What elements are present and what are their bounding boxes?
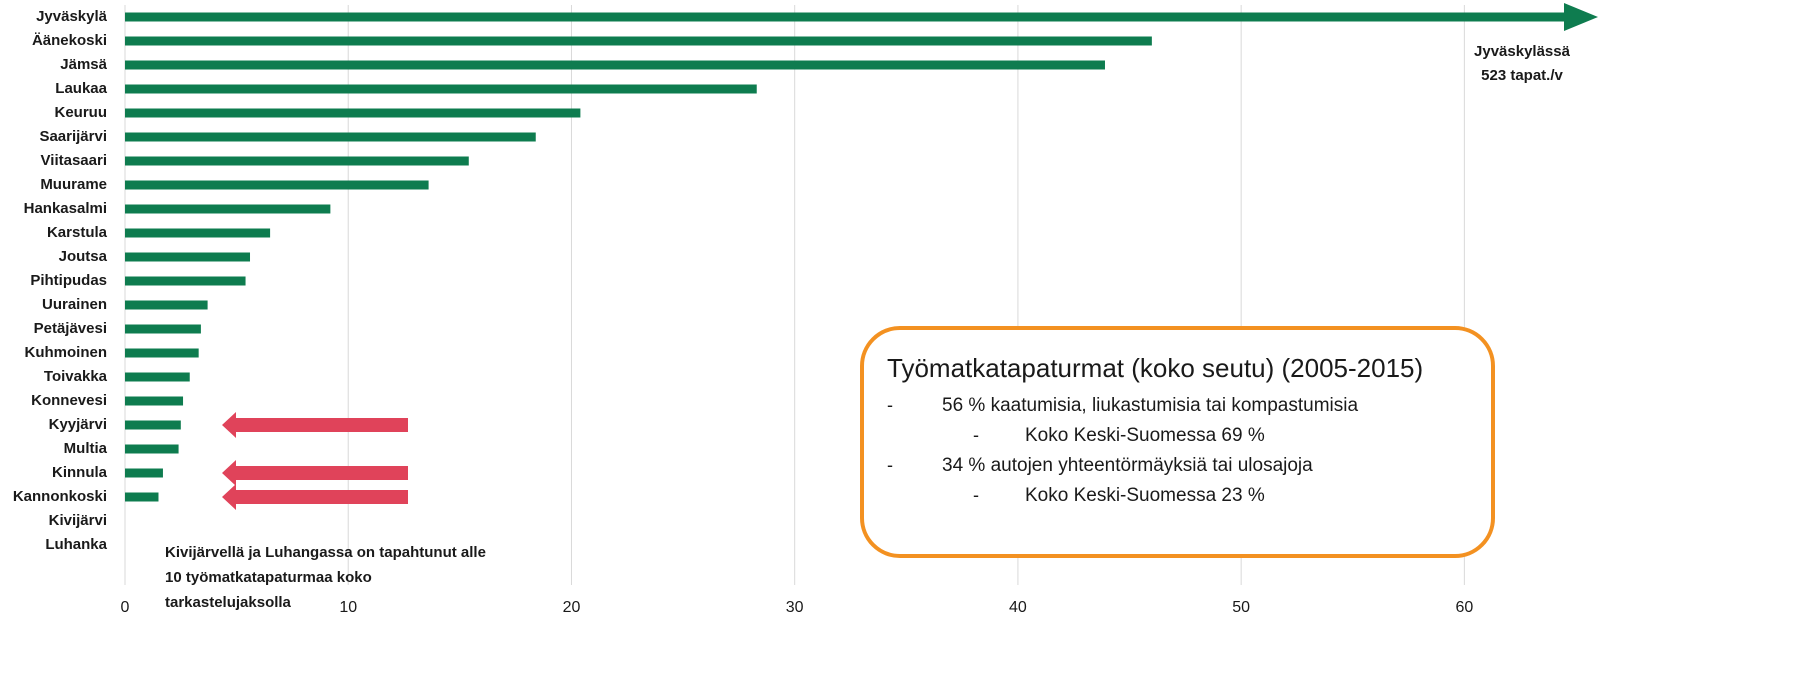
- y-tick-label: Laukaa: [55, 80, 107, 97]
- grid: [124, 5, 1465, 585]
- bar: [125, 132, 536, 142]
- x-tick-label: 50: [1232, 599, 1250, 616]
- bar: [125, 300, 208, 310]
- y-tick-label: Kinnula: [52, 464, 108, 481]
- x-tick-label: 10: [339, 599, 357, 616]
- y-tick-label: Pihtipudas: [30, 272, 107, 289]
- y-tick-label: Keuruu: [55, 104, 108, 121]
- bullet-text: 56 % kaatumisia, liukastumisia tai kompa…: [942, 395, 1358, 416]
- y-tick-label: Multia: [64, 440, 108, 457]
- bullet: -: [887, 395, 893, 415]
- bars: [125, 12, 1576, 502]
- bullet: -: [973, 425, 979, 445]
- y-tick-label: Saarijärvi: [39, 128, 107, 145]
- bar: [125, 396, 184, 406]
- pointer-arrow: [222, 460, 408, 486]
- y-tick-label: Äänekoski: [32, 32, 107, 49]
- bullet: -: [887, 455, 893, 475]
- y-tick-label: Konnevesi: [31, 392, 107, 409]
- bullet-text: 34 % autojen yhteentörmäyksiä tai ulosaj…: [942, 455, 1313, 476]
- bar: [125, 468, 163, 478]
- x-tick-label: 60: [1455, 599, 1473, 616]
- bar: [125, 12, 1576, 22]
- y-tick-label: Jyväskylä: [36, 8, 108, 25]
- y-tick-label: Kuhmoinen: [25, 344, 108, 361]
- bullet: -: [973, 485, 979, 505]
- x-tick-label: 30: [786, 599, 804, 616]
- bar: [125, 204, 331, 214]
- bar: [125, 36, 1152, 46]
- x-tick-label: 0: [121, 599, 130, 616]
- bar: [125, 180, 429, 190]
- bar: [125, 156, 469, 166]
- y-tick-label: Viitasaari: [41, 152, 107, 169]
- y-tick-label: Petäjävesi: [34, 320, 107, 337]
- y-tick-label: Hankasalmi: [24, 200, 107, 217]
- note-annotation: Kivijärvellä ja Luhangassa on tapahtunut…: [165, 544, 486, 561]
- bar: [125, 108, 581, 118]
- labels: 0 10 20 30 40 50 60 Jyväskylä Äänekoski Jämsä Lauk…: [13, 3, 1598, 616]
- y-tick-label: Jämsä: [60, 56, 107, 73]
- bar: [125, 348, 199, 358]
- y-tick-label: Toivakka: [44, 368, 108, 385]
- bar: [125, 420, 181, 430]
- text-box-title: Työmatkatapaturmat (koko seutu) (2005-20…: [887, 353, 1423, 383]
- pointer-arrow: [222, 412, 408, 438]
- note-annotation: tarkastelujaksolla: [165, 594, 292, 611]
- x-tick-label: 40: [1009, 599, 1027, 616]
- y-tick-label: Kannonkoski: [13, 488, 107, 505]
- y-tick-label: Muurame: [40, 176, 107, 193]
- bar: [125, 492, 159, 502]
- bar: [125, 60, 1105, 70]
- bar: [125, 444, 179, 454]
- bullet-text: Koko Keski-Suomessa 23 %: [1025, 485, 1265, 506]
- bar: [125, 228, 271, 238]
- bar: [125, 324, 201, 334]
- bar: [125, 84, 757, 94]
- y-tick-label: Kivijärvi: [49, 512, 107, 529]
- y-tick-label: Luhanka: [45, 536, 107, 553]
- y-tick-label: Joutsa: [59, 248, 108, 265]
- bar: [125, 276, 246, 286]
- bullet-text: Koko Keski-Suomessa 69 %: [1025, 425, 1265, 446]
- text-box: [860, 326, 1495, 558]
- y-tick-label: Karstula: [47, 224, 108, 241]
- note-annotation: 10 työmatkatapaturmaa koko: [165, 569, 372, 586]
- bar: [125, 252, 251, 262]
- overflow-annotation: Jyväskylässä: [1474, 43, 1571, 60]
- bar: [125, 372, 190, 382]
- overflow-annotation: 523 tapat./v: [1481, 67, 1563, 84]
- x-tick-label: 20: [563, 599, 581, 616]
- pointer-arrow: [222, 484, 408, 510]
- overflow-arrow: [1564, 3, 1598, 31]
- y-tick-label: Kyyjärvi: [49, 416, 107, 433]
- y-tick-label: Uurainen: [42, 296, 107, 313]
